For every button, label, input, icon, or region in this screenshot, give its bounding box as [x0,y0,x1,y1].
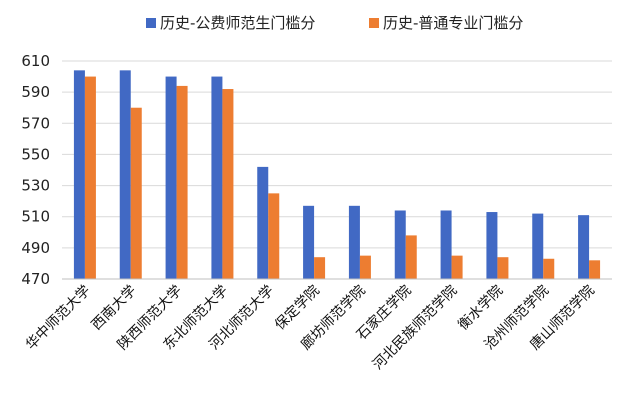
bar-series-1-5 [303,205,315,279]
y-axis: 470 490 510 530 550 570 590 610 [21,52,50,288]
bar-series-2-5 [314,257,326,279]
bar-series-2-2 [176,85,188,280]
bar-series-2-3 [222,89,234,280]
y-tick-label: 490 [21,239,50,257]
legend-swatch-series-2 [369,18,379,28]
bar-series-1-7 [394,210,406,279]
x-axis: 华中师范大学西南大学陕西师范大学东北师范大学河北师范大学保定学院廊坊师范学院石家… [22,278,612,373]
bars [73,70,601,280]
bar-series-1-11 [578,215,590,279]
bar-series-1-10 [532,213,544,279]
bar-series-2-10 [543,258,555,279]
bar-series-2-8 [451,255,463,279]
bar-series-2-7 [405,235,417,279]
bar-series-2-11 [589,260,601,279]
y-tick-label: 590 [21,83,50,101]
bar-series-1-3 [211,76,223,279]
bar-series-1-2 [165,76,177,279]
bar-series-1-6 [348,205,360,279]
legend-swatch-series-1 [146,18,156,28]
x-tick-label: 河北民族师范学院 [369,282,460,373]
y-tick-label: 470 [21,270,50,288]
bar-series-2-4 [268,193,280,279]
y-tick-label: 610 [21,52,50,70]
legend-label-series-1: 历史-公费师范生门槛分 [160,14,315,32]
bar-series-1-9 [486,212,498,279]
bar-series-2-9 [497,257,509,279]
y-tick-label: 570 [21,114,50,132]
bar-series-2-1 [130,107,142,279]
bar-series-1-1 [119,70,131,279]
x-tick-label: 华中师范大学 [22,282,93,353]
bar-series-1-8 [440,210,452,279]
y-tick-label: 550 [21,145,50,163]
y-tick-label: 510 [21,208,50,226]
y-tick-label: 530 [21,177,50,195]
bar-series-2-0 [84,76,96,279]
gridlines [62,60,612,280]
legend-label-series-2: 历史-普通专业门槛分 [383,14,523,32]
bar-series-1-0 [73,70,85,279]
bar-series-2-6 [359,255,371,279]
bar-series-1-4 [257,166,269,279]
legend: 历史-公费师范生门槛分 历史-普通专业门槛分 [146,14,523,32]
